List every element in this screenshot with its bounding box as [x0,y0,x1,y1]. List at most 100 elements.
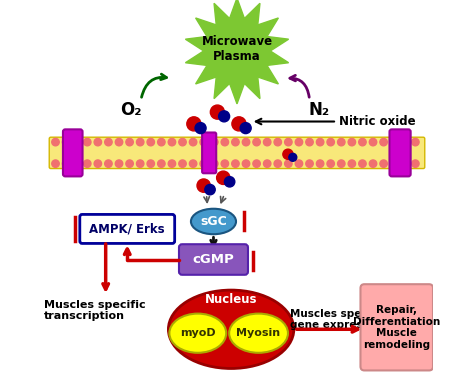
Circle shape [137,138,144,146]
Circle shape [283,149,293,159]
Text: Muscles specific
transcription: Muscles specific transcription [44,300,146,321]
Circle shape [83,160,91,167]
Circle shape [224,176,235,187]
Circle shape [411,160,419,167]
Circle shape [240,123,251,134]
Circle shape [217,171,230,185]
Circle shape [253,138,260,146]
Ellipse shape [169,314,226,353]
Circle shape [210,160,218,167]
Circle shape [337,138,345,146]
Circle shape [158,138,165,146]
Circle shape [411,138,419,146]
Circle shape [295,138,303,146]
Text: sGC: sGC [200,215,227,228]
Circle shape [369,138,377,146]
Ellipse shape [229,314,288,353]
Circle shape [52,138,59,146]
Ellipse shape [168,290,294,368]
Circle shape [126,138,133,146]
Circle shape [242,138,250,146]
Text: Microwave
Plasma: Microwave Plasma [201,35,273,63]
Circle shape [337,160,345,167]
FancyBboxPatch shape [179,244,248,275]
Circle shape [105,138,112,146]
Circle shape [210,105,225,119]
FancyBboxPatch shape [202,132,216,173]
Circle shape [380,160,387,167]
Circle shape [115,138,123,146]
Circle shape [190,138,197,146]
Circle shape [179,160,186,167]
Circle shape [105,160,112,167]
Circle shape [210,138,218,146]
Circle shape [274,160,282,167]
Circle shape [232,138,239,146]
Circle shape [73,138,81,146]
Circle shape [195,123,206,134]
Circle shape [187,117,201,131]
Circle shape [369,160,377,167]
Circle shape [158,160,165,167]
Circle shape [73,160,81,167]
Text: Nucleus: Nucleus [205,293,257,307]
Circle shape [242,160,250,167]
Circle shape [63,138,70,146]
Circle shape [391,160,398,167]
Text: Muscles specific
gene expression: Muscles specific gene expression [290,309,387,330]
Circle shape [221,138,228,146]
Circle shape [264,160,271,167]
Text: Repair,
Differentiation
Muscle
remodeling: Repair, Differentiation Muscle remodelin… [353,305,440,350]
Text: AMPK/ Erks: AMPK/ Erks [90,222,165,236]
FancyBboxPatch shape [390,129,410,176]
Circle shape [327,138,335,146]
Circle shape [221,160,228,167]
Circle shape [274,138,282,146]
Circle shape [348,160,356,167]
Circle shape [359,160,366,167]
Circle shape [115,160,123,167]
Circle shape [200,138,208,146]
Circle shape [284,160,292,167]
Text: myoD: myoD [180,328,216,338]
Circle shape [391,138,398,146]
Circle shape [197,179,210,192]
Circle shape [205,184,215,195]
Circle shape [179,138,186,146]
Circle shape [316,138,324,146]
Circle shape [289,153,297,161]
Circle shape [306,138,313,146]
Circle shape [83,138,91,146]
Circle shape [348,138,356,146]
Circle shape [126,160,133,167]
Circle shape [306,160,313,167]
Circle shape [264,138,271,146]
Circle shape [253,160,260,167]
FancyBboxPatch shape [63,129,82,176]
FancyBboxPatch shape [49,137,425,169]
Circle shape [232,160,239,167]
Text: cGMP: cGMP [192,253,234,266]
Circle shape [401,138,409,146]
Text: Myosin: Myosin [237,328,281,338]
Circle shape [380,138,387,146]
Circle shape [200,160,208,167]
Circle shape [63,160,70,167]
Circle shape [316,160,324,167]
Circle shape [168,160,176,167]
Circle shape [232,117,246,131]
Circle shape [284,138,292,146]
Ellipse shape [191,209,236,234]
FancyBboxPatch shape [361,284,433,370]
Circle shape [147,138,155,146]
Circle shape [219,111,229,122]
Circle shape [52,160,59,167]
Text: O₂: O₂ [120,101,142,119]
Circle shape [359,138,366,146]
Circle shape [137,160,144,167]
Circle shape [147,160,155,167]
Circle shape [168,138,176,146]
Polygon shape [185,0,289,104]
Circle shape [94,138,101,146]
Circle shape [190,160,197,167]
